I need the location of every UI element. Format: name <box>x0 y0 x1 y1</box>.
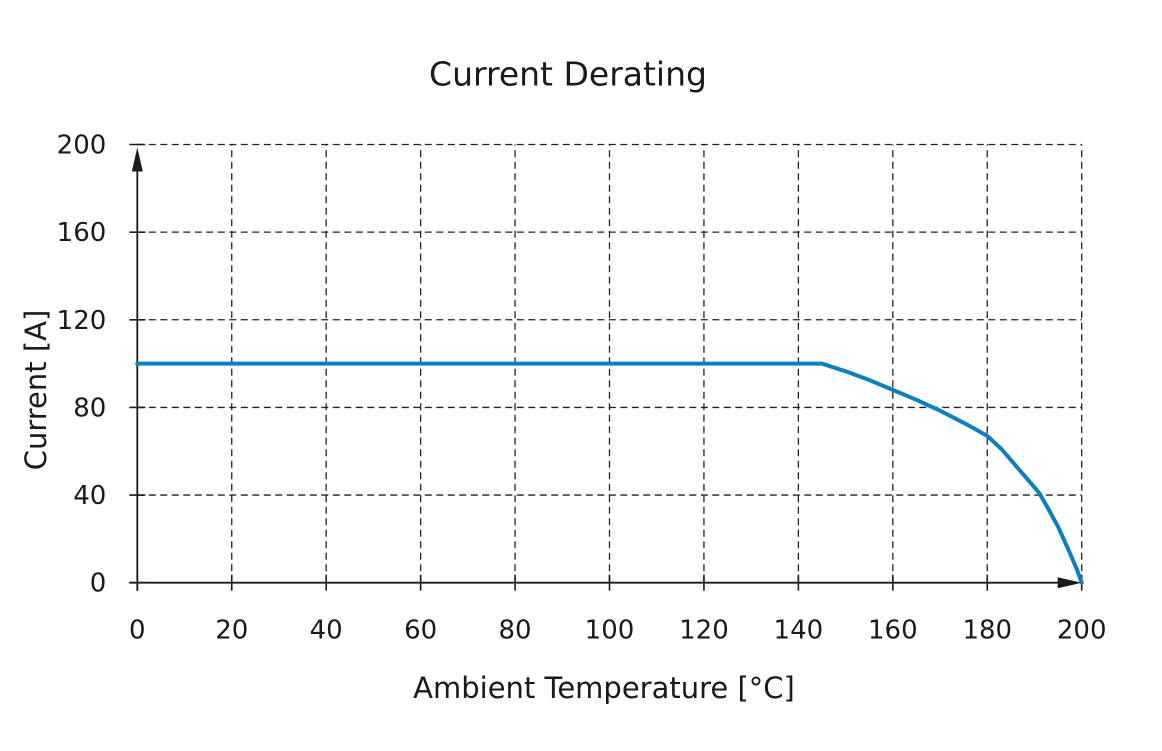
x-tick-label: 40 <box>310 616 343 646</box>
axis-ticks <box>129 143 1083 591</box>
y-tick-label: 80 <box>73 393 106 423</box>
x-axis-arrow-icon <box>1057 577 1082 589</box>
axes <box>129 170 1060 591</box>
axis-arrowheads <box>131 147 1082 589</box>
y-axis-label: Current [A] <box>19 309 53 471</box>
x-tick-label: 100 <box>585 616 635 646</box>
x-axis-label: Ambient Temperature [°C] <box>413 671 795 705</box>
y-tick-label: 40 <box>73 481 106 511</box>
x-tick-label: 200 <box>1057 616 1107 646</box>
x-tick-label: 140 <box>774 616 824 646</box>
y-tick-label: 160 <box>57 218 107 248</box>
x-tick-label: 0 <box>129 616 146 646</box>
x-tick-label: 160 <box>868 616 918 646</box>
tick-labels: 0 20 40 60 80 100 120 140 160 180 200 0 40 80 120 160 20… <box>57 131 1107 646</box>
x-tick-label: 80 <box>499 616 532 646</box>
y-tick-label: 200 <box>57 131 107 161</box>
chart-title: Current Derating <box>429 54 707 94</box>
x-tick-label: 60 <box>404 616 437 646</box>
x-tick-label: 180 <box>962 616 1012 646</box>
x-tick-label: 20 <box>215 616 248 646</box>
y-tick-label: 120 <box>57 306 107 336</box>
y-tick-label: 0 <box>90 569 107 599</box>
derating-curve <box>135 361 1084 585</box>
y-axis-arrow-icon <box>131 147 143 172</box>
x-tick-label: 120 <box>679 616 729 646</box>
